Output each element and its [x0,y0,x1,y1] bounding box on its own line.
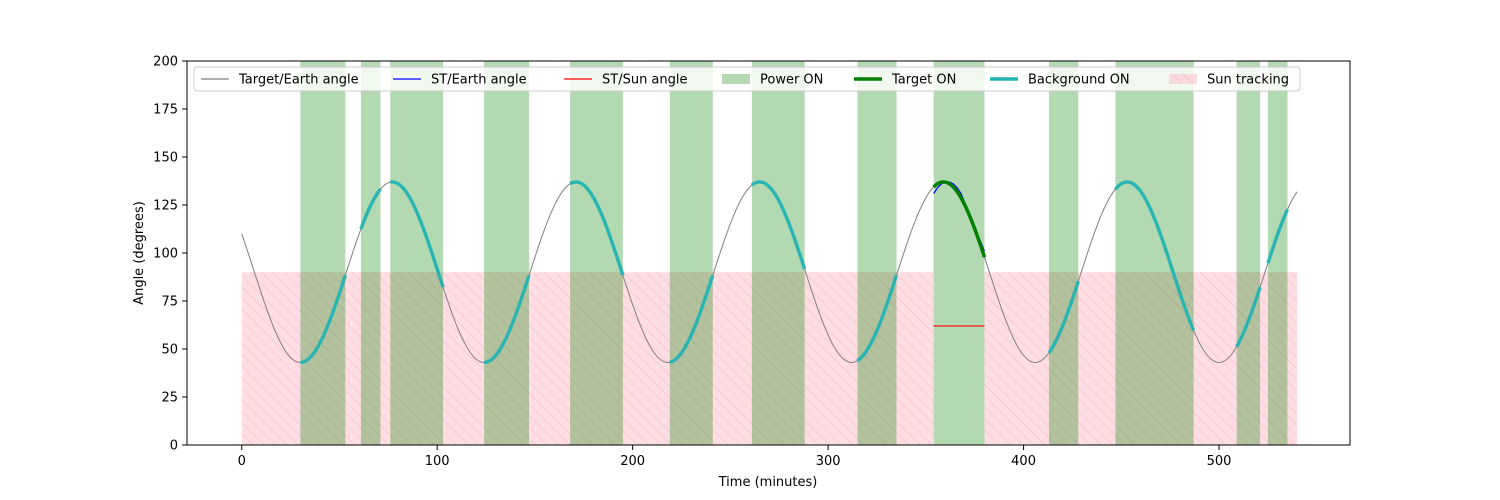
power-on-span [390,61,444,445]
background-on-segment [484,274,531,365]
background-on-segment [1235,286,1262,348]
legend-label: ST/Earth angle [431,73,527,88]
power-on-span [857,61,897,445]
legend-box [193,66,1301,92]
power-on-span [484,61,530,445]
background-on-segment [750,180,807,270]
background-on-segment [1047,280,1080,354]
x-tick-label: 400 [1011,454,1036,469]
y-tick-label: 50 [161,343,178,358]
y-tick-label: 175 [153,103,178,118]
power-on-span [933,61,985,445]
y-axis-label: Angle (degrees) [132,201,147,305]
legend-label: ST/Sun angle [602,73,688,88]
y-tick-label: 25 [161,391,178,406]
background-on-segment [1114,180,1196,332]
x-tick-label: 200 [620,454,645,469]
y-tick-label: 150 [153,151,178,166]
background-on-segment [569,180,625,276]
sun-tracking-layer [241,272,1298,445]
x-tick-label: 500 [1207,454,1232,469]
background-on-segment [669,274,715,364]
power-on-span [1267,61,1288,445]
legend-handle-hatch-lines [1169,74,1197,84]
power-on-span [1115,61,1194,445]
power-on-layer [300,61,1288,445]
background-on-segment [300,274,347,365]
x-tick-label: 100 [425,454,450,469]
power-on-span [1048,61,1079,445]
x-tick-label: 0 [238,454,246,469]
y-tick-label: 75 [161,295,178,310]
y-tick-label: 0 [170,439,178,454]
legend-handle-patch [722,74,750,84]
legend-label: Power ON [760,73,823,88]
power-on-span [669,61,713,445]
background-on-segment [1266,208,1290,264]
legend-label: Sun tracking [1207,73,1289,88]
power-on-span [751,61,805,445]
y-tick-label: 200 [153,55,178,70]
x-axis-label: Time (minutes) [718,475,818,490]
axes-layer: 0 100 200 300 400 500 0 25 50 75 100 125 150 175 200 [153,55,1231,470]
background-on-segment [390,180,445,288]
sun-tracking-hatch [984,272,1298,445]
target-on-segment [932,180,987,258]
legend-label: Target/Earth angle [238,73,359,88]
legend-label: Background ON [1028,73,1130,88]
y-tick-label: 125 [153,199,178,214]
x-tick-label: 300 [816,454,841,469]
legend-label: Target ON [891,73,956,88]
sun-tracking-hatch [241,272,934,445]
background-on-segment [359,188,382,230]
background-on-segment [856,274,899,363]
power-on-span [300,61,346,445]
lines-layer [241,180,1298,365]
legend: Target/Earth angle ST/Earth angle ST/Sun a… [193,66,1301,92]
power-on-span [360,61,381,445]
power-on-span [1236,61,1261,445]
y-tick-label: 100 [153,247,178,262]
